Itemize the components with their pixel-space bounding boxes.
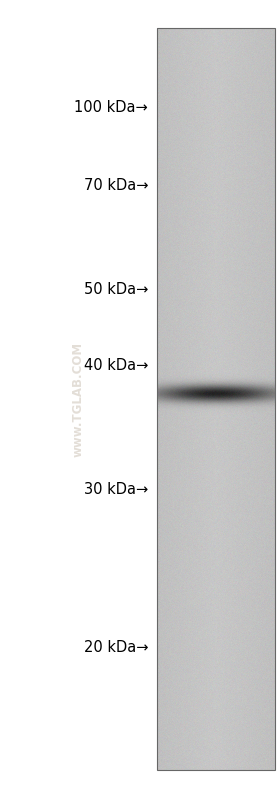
- Text: www.TGLAB.COM: www.TGLAB.COM: [72, 342, 85, 457]
- Text: 30 kDa→: 30 kDa→: [84, 483, 148, 498]
- Text: 100 kDa→: 100 kDa→: [74, 101, 148, 116]
- Text: 20 kDa→: 20 kDa→: [83, 641, 148, 655]
- Text: 50 kDa→: 50 kDa→: [84, 283, 148, 297]
- Bar: [157, 28, 275, 770]
- Text: 40 kDa→: 40 kDa→: [84, 357, 148, 372]
- Text: 70 kDa→: 70 kDa→: [83, 177, 148, 193]
